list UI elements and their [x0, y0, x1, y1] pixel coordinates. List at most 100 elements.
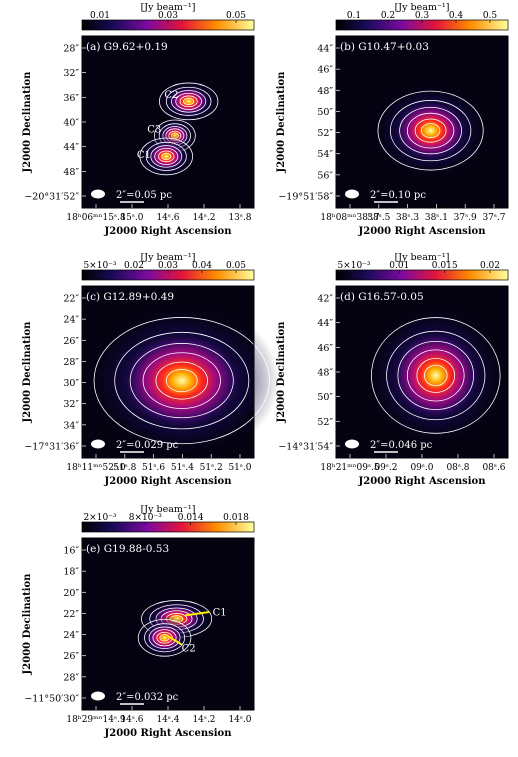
x-tick-label: 37ˢ.9	[454, 213, 477, 223]
contour-line	[371, 317, 501, 434]
contour-line	[165, 369, 198, 393]
contour-line	[145, 141, 187, 171]
y-tick-label: 54″	[317, 149, 333, 160]
colorbar-tick-label: 0.01	[389, 261, 409, 271]
panel-c: [Jy beam⁻¹] 5×10⁻³ 0.02 0.03 0.04 0.05 (c) G12…	[22, 252, 280, 487]
panel-title: (a) G9.62+0.19	[86, 41, 168, 53]
emission-peak	[119, 331, 244, 431]
x-tick-label: 14ˢ.2	[192, 213, 215, 223]
panel-e: [Jy beam⁻¹] 2×10⁻³ 8×10⁻³ 0.014 0.018 (e) G19…	[22, 504, 255, 739]
source-label: C2	[164, 90, 178, 101]
y-tick-label: 16″	[63, 546, 79, 557]
contour-line	[152, 629, 177, 647]
x-tick-label: 18ʰ21ᵐⁿ09ˢ.5	[320, 463, 380, 473]
colorbar-tick-label: 0.2	[381, 11, 395, 21]
x-tick-label: 18ʰ08ᵐⁿ38ˢ.7	[320, 213, 380, 223]
y-tick-label: 50″	[317, 107, 333, 118]
beam-ellipse	[91, 189, 105, 199]
colorbar-tick-label: 0.5	[483, 11, 498, 21]
y-tick-label: 46″	[317, 65, 333, 76]
y-tick-label: 28″	[63, 672, 79, 683]
contour-line	[420, 123, 441, 138]
image-frame	[81, 285, 255, 459]
y-tick-label: 42″	[317, 294, 333, 305]
colorbar-unit-label: [Jy beam⁻¹]	[141, 504, 196, 515]
contour-line	[406, 112, 455, 149]
scale-bar-label: 2″=0.029 pc	[116, 440, 179, 451]
panel-a: [Jy beam⁻¹] 0.01 0.03 0.05 (a) G9.62+0.19 2″=…	[22, 2, 255, 237]
contour-line	[155, 361, 208, 400]
y-tick-label: 22″	[63, 294, 79, 305]
x-tick-label: 14ˢ.2	[192, 715, 215, 725]
x-tick-label: 38ˢ.3	[396, 213, 419, 223]
emission-peak	[390, 330, 482, 421]
colorbar-tick-label: 2×10⁻³	[83, 513, 116, 523]
scale-bar-label: 2″=0.10 pc	[370, 190, 426, 201]
colorbar-tick-label: 0.05	[226, 261, 246, 271]
x-tick-label: 14ˢ.4	[156, 715, 179, 725]
contour-line	[161, 152, 172, 161]
contour-line	[148, 626, 181, 649]
x-tick-label: 51ˢ.4	[171, 463, 194, 473]
y-tick-label: 48″	[63, 167, 79, 178]
x-axis-label: J2000 Right Ascension	[358, 476, 487, 487]
contour-line	[175, 92, 202, 110]
contour-line	[129, 343, 234, 419]
y-tick-label: 26″	[63, 336, 79, 347]
y-tick-label: −20°31′52″	[24, 192, 79, 203]
contour-line	[142, 352, 221, 409]
y-tick-label: 46″	[317, 343, 333, 354]
x-tick-label: 51ˢ.2	[200, 463, 223, 473]
y-tick-label: 20″	[63, 588, 79, 599]
y-axis-label: J2000 Declination	[276, 71, 287, 174]
y-tick-label: 26″	[63, 651, 79, 662]
x-tick-label: 09ˢ.0	[410, 463, 433, 473]
x-tick-label: 51ˢ.8	[113, 463, 136, 473]
x-tick-label: 08ˢ.8	[446, 463, 469, 473]
y-tick-label: 50″	[317, 392, 333, 403]
panel-title: (c) G12.89+0.49	[86, 291, 174, 303]
panel-d: [Jy beam⁻¹] 5×10⁻³ 0.01 0.015 0.02 (d) G16.57…	[276, 252, 509, 487]
colorbar-tick-label: 5×10⁻³	[337, 261, 370, 271]
colorbar-tick-label: 8×10⁻³	[129, 513, 162, 523]
beam-ellipse	[345, 189, 359, 199]
x-tick-label: 37ˢ.7	[482, 213, 505, 223]
colorbar-tick-label: 0.03	[158, 261, 178, 271]
x-tick-label: 18ʰ29ᵐⁿ14ˢ.9	[66, 715, 126, 725]
y-tick-label: −14°31′54″	[278, 442, 333, 453]
y-tick-label: 28″	[63, 357, 79, 368]
colorbar-tick-label: 0.05	[226, 11, 246, 21]
x-tick-label: 38ˢ.5	[367, 213, 390, 223]
source-label: C1	[213, 607, 227, 618]
colorbar-tick-label: 0.02	[124, 261, 144, 271]
colorbar-tick-label: 0.1	[347, 11, 361, 21]
contour-line	[158, 82, 219, 121]
y-tick-label: 28″	[63, 44, 79, 55]
contour-line	[397, 340, 475, 410]
beam-ellipse	[91, 691, 105, 701]
colorbar-tick-label: 0.014	[178, 513, 204, 523]
y-tick-label: 44″	[63, 142, 79, 153]
contour-line	[171, 90, 207, 113]
y-tick-label: 24″	[63, 630, 79, 641]
contour-line	[389, 100, 472, 162]
emission-peak	[168, 86, 210, 116]
contour-line	[424, 364, 448, 387]
colorbar-tick-label: 0.04	[192, 261, 212, 271]
emission-peak	[393, 99, 468, 162]
contour-line	[377, 90, 484, 171]
x-axis-label: J2000 Right Ascension	[104, 728, 233, 739]
y-tick-label: −11°50′30″	[24, 694, 79, 705]
contour-line	[183, 97, 195, 106]
y-tick-label: 52″	[317, 417, 333, 428]
colorbar-unit-label: [Jy beam⁻¹]	[395, 252, 450, 263]
y-axis-label: J2000 Declination	[22, 321, 33, 424]
source-arrow	[167, 635, 183, 646]
contour-line	[406, 349, 465, 402]
source-label: C3	[147, 124, 161, 135]
y-tick-label: 30″	[63, 378, 79, 389]
y-tick-label: 40″	[63, 118, 79, 129]
colorbar-tick-label: 0.3	[415, 11, 430, 21]
contour-line	[114, 331, 250, 430]
